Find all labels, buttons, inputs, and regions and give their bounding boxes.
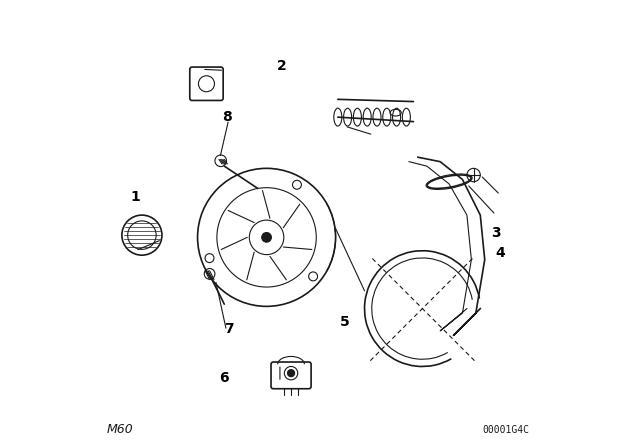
Text: 1: 1	[131, 190, 140, 204]
Text: 2: 2	[277, 59, 287, 73]
Text: M60: M60	[106, 423, 133, 436]
Circle shape	[262, 233, 271, 242]
Circle shape	[287, 370, 294, 377]
Text: 4: 4	[495, 246, 505, 260]
Text: 00001G4C: 00001G4C	[483, 425, 529, 435]
FancyBboxPatch shape	[190, 67, 223, 100]
Text: 8: 8	[221, 110, 232, 124]
FancyBboxPatch shape	[271, 362, 311, 389]
Text: 5: 5	[340, 315, 349, 329]
Text: 7: 7	[224, 322, 234, 336]
Text: 6: 6	[220, 370, 229, 384]
Text: 3: 3	[491, 226, 500, 240]
